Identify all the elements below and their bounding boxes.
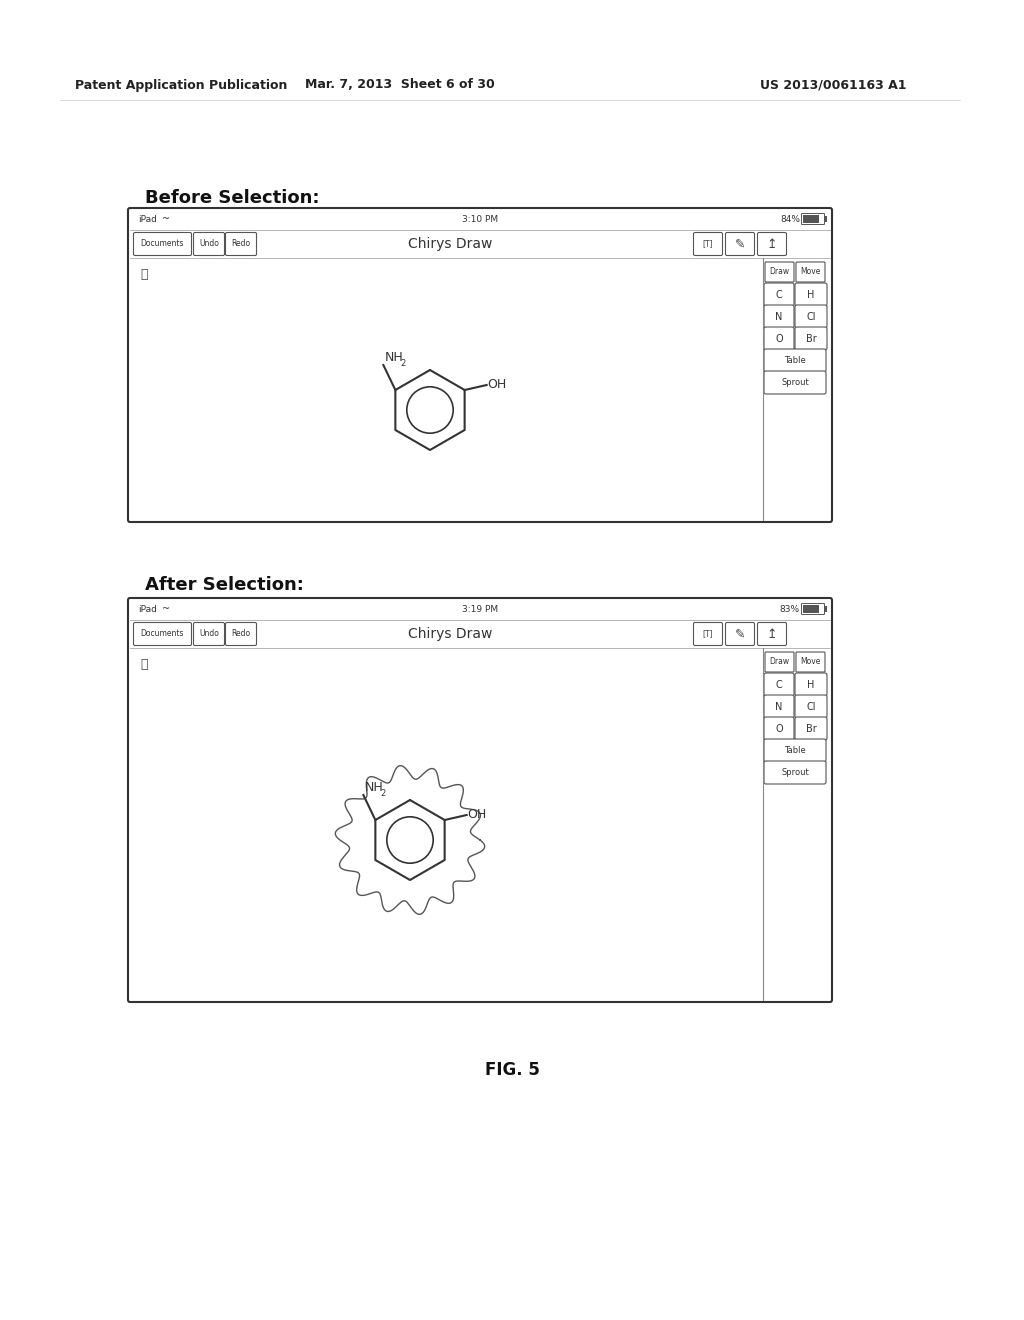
Text: H: H bbox=[807, 680, 815, 689]
Text: Table: Table bbox=[784, 356, 806, 366]
FancyBboxPatch shape bbox=[795, 696, 827, 718]
Text: Documents: Documents bbox=[140, 630, 183, 639]
Text: Cl: Cl bbox=[806, 701, 816, 711]
FancyBboxPatch shape bbox=[796, 261, 825, 282]
FancyBboxPatch shape bbox=[764, 348, 826, 372]
FancyBboxPatch shape bbox=[225, 232, 256, 256]
Text: ✎: ✎ bbox=[735, 627, 745, 640]
Text: 2: 2 bbox=[400, 359, 406, 368]
FancyBboxPatch shape bbox=[765, 261, 794, 282]
Text: Draw: Draw bbox=[769, 657, 790, 667]
Text: ~: ~ bbox=[162, 605, 170, 614]
Text: O: O bbox=[775, 334, 782, 343]
FancyBboxPatch shape bbox=[128, 598, 831, 1002]
FancyBboxPatch shape bbox=[764, 673, 794, 696]
Text: 2: 2 bbox=[380, 789, 386, 799]
FancyBboxPatch shape bbox=[764, 327, 794, 350]
Bar bbox=[824, 606, 827, 612]
FancyBboxPatch shape bbox=[764, 371, 826, 393]
FancyBboxPatch shape bbox=[795, 282, 827, 306]
Text: ↥: ↥ bbox=[767, 627, 777, 640]
Text: Br: Br bbox=[806, 723, 816, 734]
Text: 83%: 83% bbox=[780, 605, 800, 614]
Text: O: O bbox=[775, 723, 782, 734]
Bar bbox=[824, 216, 827, 222]
Text: iPad: iPad bbox=[138, 214, 157, 223]
Text: OH: OH bbox=[487, 379, 507, 392]
FancyBboxPatch shape bbox=[693, 623, 723, 645]
Text: Move: Move bbox=[800, 268, 820, 276]
Text: Undo: Undo bbox=[199, 630, 219, 639]
FancyBboxPatch shape bbox=[758, 232, 786, 256]
FancyBboxPatch shape bbox=[194, 623, 224, 645]
Text: ⓘ: ⓘ bbox=[140, 268, 147, 281]
Text: iPad: iPad bbox=[138, 605, 157, 614]
Text: C: C bbox=[775, 680, 782, 689]
Text: 3:19 PM: 3:19 PM bbox=[462, 605, 498, 614]
Text: Documents: Documents bbox=[140, 239, 183, 248]
Text: After Selection:: After Selection: bbox=[145, 576, 304, 594]
Text: C: C bbox=[775, 289, 782, 300]
Text: US 2013/0061163 A1: US 2013/0061163 A1 bbox=[760, 78, 906, 91]
FancyBboxPatch shape bbox=[725, 623, 755, 645]
FancyBboxPatch shape bbox=[795, 327, 827, 350]
Text: Mar. 7, 2013  Sheet 6 of 30: Mar. 7, 2013 Sheet 6 of 30 bbox=[305, 78, 495, 91]
Bar bbox=[803, 215, 819, 223]
FancyBboxPatch shape bbox=[795, 717, 827, 741]
Text: ⓘ: ⓘ bbox=[140, 657, 147, 671]
FancyBboxPatch shape bbox=[795, 305, 827, 327]
FancyBboxPatch shape bbox=[764, 305, 794, 327]
FancyBboxPatch shape bbox=[194, 232, 224, 256]
FancyBboxPatch shape bbox=[758, 623, 786, 645]
FancyBboxPatch shape bbox=[725, 232, 755, 256]
FancyBboxPatch shape bbox=[802, 214, 824, 224]
Text: Redo: Redo bbox=[231, 239, 251, 248]
Text: Chirys Draw: Chirys Draw bbox=[408, 627, 493, 642]
Text: Table: Table bbox=[784, 746, 806, 755]
Text: 84%: 84% bbox=[780, 214, 800, 223]
Text: ~: ~ bbox=[162, 214, 170, 224]
Text: NH: NH bbox=[365, 781, 383, 795]
Text: Br: Br bbox=[806, 334, 816, 343]
FancyBboxPatch shape bbox=[764, 762, 826, 784]
Text: Draw: Draw bbox=[769, 268, 790, 276]
FancyBboxPatch shape bbox=[133, 232, 191, 256]
Text: Chirys Draw: Chirys Draw bbox=[408, 238, 493, 251]
Text: N: N bbox=[775, 312, 782, 322]
Text: OH: OH bbox=[468, 808, 486, 821]
Text: Sprout: Sprout bbox=[781, 378, 809, 387]
Text: Cl: Cl bbox=[806, 312, 816, 322]
Text: H: H bbox=[807, 289, 815, 300]
Text: [T]: [T] bbox=[702, 630, 714, 639]
Text: ✎: ✎ bbox=[735, 238, 745, 251]
Bar bbox=[803, 605, 819, 612]
Text: FIG. 5: FIG. 5 bbox=[484, 1061, 540, 1078]
FancyBboxPatch shape bbox=[133, 623, 191, 645]
Text: 3:10 PM: 3:10 PM bbox=[462, 214, 498, 223]
Text: NH: NH bbox=[384, 351, 403, 364]
Text: Patent Application Publication: Patent Application Publication bbox=[75, 78, 288, 91]
Text: Move: Move bbox=[800, 657, 820, 667]
Text: Undo: Undo bbox=[199, 239, 219, 248]
Text: [T]: [T] bbox=[702, 239, 714, 248]
FancyBboxPatch shape bbox=[802, 603, 824, 615]
FancyBboxPatch shape bbox=[765, 652, 794, 672]
Text: Before Selection:: Before Selection: bbox=[145, 189, 319, 207]
Text: Redo: Redo bbox=[231, 630, 251, 639]
FancyBboxPatch shape bbox=[764, 717, 794, 741]
FancyBboxPatch shape bbox=[693, 232, 723, 256]
FancyBboxPatch shape bbox=[796, 652, 825, 672]
FancyBboxPatch shape bbox=[764, 282, 794, 306]
FancyBboxPatch shape bbox=[795, 673, 827, 696]
Text: Sprout: Sprout bbox=[781, 768, 809, 777]
Text: N: N bbox=[775, 701, 782, 711]
Text: ↥: ↥ bbox=[767, 238, 777, 251]
FancyBboxPatch shape bbox=[764, 696, 794, 718]
FancyBboxPatch shape bbox=[225, 623, 256, 645]
FancyBboxPatch shape bbox=[764, 739, 826, 762]
FancyBboxPatch shape bbox=[128, 209, 831, 521]
